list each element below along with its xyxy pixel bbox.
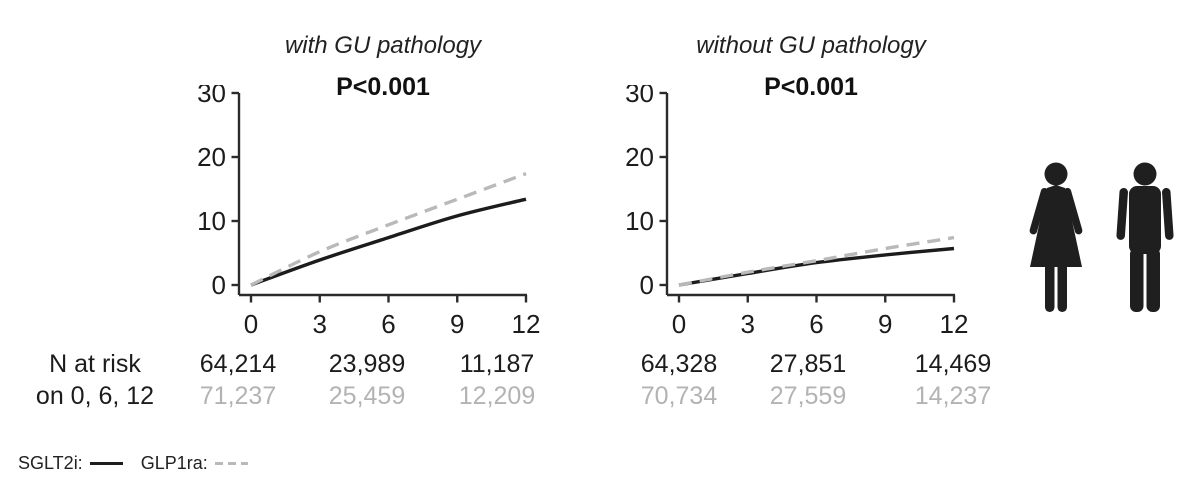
n-at-risk-row-sglt2i: 64,328 27,851 14,469: [618, 350, 991, 379]
n-at-risk-times-label: on 0, 6, 12: [35, 382, 155, 410]
legend-item-glp1ra: GLP1ra:: [141, 453, 248, 474]
svg-text:0: 0: [212, 270, 226, 300]
panel-title: with GU pathology: [284, 32, 482, 59]
n-at-risk-value: 27,559: [769, 382, 847, 410]
svg-text:30: 30: [197, 85, 226, 108]
n-at-risk-row-sglt2i: 64,214 23,989 11,187: [190, 351, 546, 379]
p-value: P<0.001: [764, 73, 858, 101]
n-at-risk-value: 11,187: [459, 350, 535, 378]
solid-line-icon: [89, 461, 123, 465]
svg-text:12: 12: [512, 309, 541, 339]
legend: SGLT2i: GLP1ra:: [18, 452, 248, 474]
panel-without-gu-pathology: without GU pathology P<0.001 0 10 20 30 0 3 6 9…: [618, 30, 991, 460]
n-at-risk-value: 64,214: [199, 350, 277, 378]
svg-text:9: 9: [450, 309, 464, 339]
svg-text:3: 3: [313, 309, 327, 339]
n-at-risk-value: 23,989: [328, 350, 406, 378]
male-figure-icon: [1116, 162, 1174, 312]
line-chart-without-gu: 0 10 20 30 0 3 6 9 12: [625, 85, 969, 339]
svg-text:0: 0: [640, 270, 654, 300]
svg-text:0: 0: [244, 309, 258, 339]
n-at-risk-value: 64,328: [640, 350, 718, 378]
line-chart-with-gu: 0 10 20 30 0 3 6 9 12: [197, 85, 541, 339]
svg-text:20: 20: [625, 142, 654, 172]
legend-item-sglt2i: SGLT2i:: [18, 453, 123, 474]
svg-text:6: 6: [809, 309, 823, 339]
svg-text:30: 30: [625, 85, 654, 108]
n-at-risk-row-glp1ra: 70,734 27,559 14,237: [618, 382, 991, 411]
n-at-risk-value: 12,209: [458, 382, 536, 410]
n-at-risk-value: 14,469: [914, 350, 992, 378]
female-figure-icon: [1029, 162, 1083, 312]
svg-text:20: 20: [197, 142, 226, 172]
n-at-risk-value: 27,851: [769, 350, 847, 378]
panel-with-gu-pathology: with GU pathology P<0.001 0 10 20 30 0 3 6 9 12 …: [190, 30, 546, 460]
svg-text:3: 3: [741, 309, 755, 339]
panel-title: without GU pathology: [696, 32, 926, 59]
n-at-risk-label: N at risk: [49, 350, 141, 378]
n-at-risk-value: 25,459: [328, 382, 406, 410]
n-at-risk-value: 70,734: [640, 382, 718, 410]
svg-text:0: 0: [672, 309, 686, 339]
p-value: P<0.001: [336, 73, 430, 101]
legend-label: SGLT2i:: [18, 452, 83, 473]
svg-text:12: 12: [940, 309, 969, 339]
n-at-risk-row-glp1ra: 71,237 25,459 12,209: [190, 383, 546, 411]
svg-text:10: 10: [197, 206, 226, 236]
sex-pictograms: [1020, 162, 1183, 314]
svg-text:6: 6: [381, 309, 395, 339]
svg-text:10: 10: [625, 206, 654, 236]
svg-text:9: 9: [878, 309, 892, 339]
dashed-line-icon: [214, 461, 248, 465]
legend-label: GLP1ra:: [140, 452, 208, 473]
n-at-risk-value: 14,237: [914, 382, 992, 410]
n-at-risk-value: 71,237: [199, 382, 277, 410]
